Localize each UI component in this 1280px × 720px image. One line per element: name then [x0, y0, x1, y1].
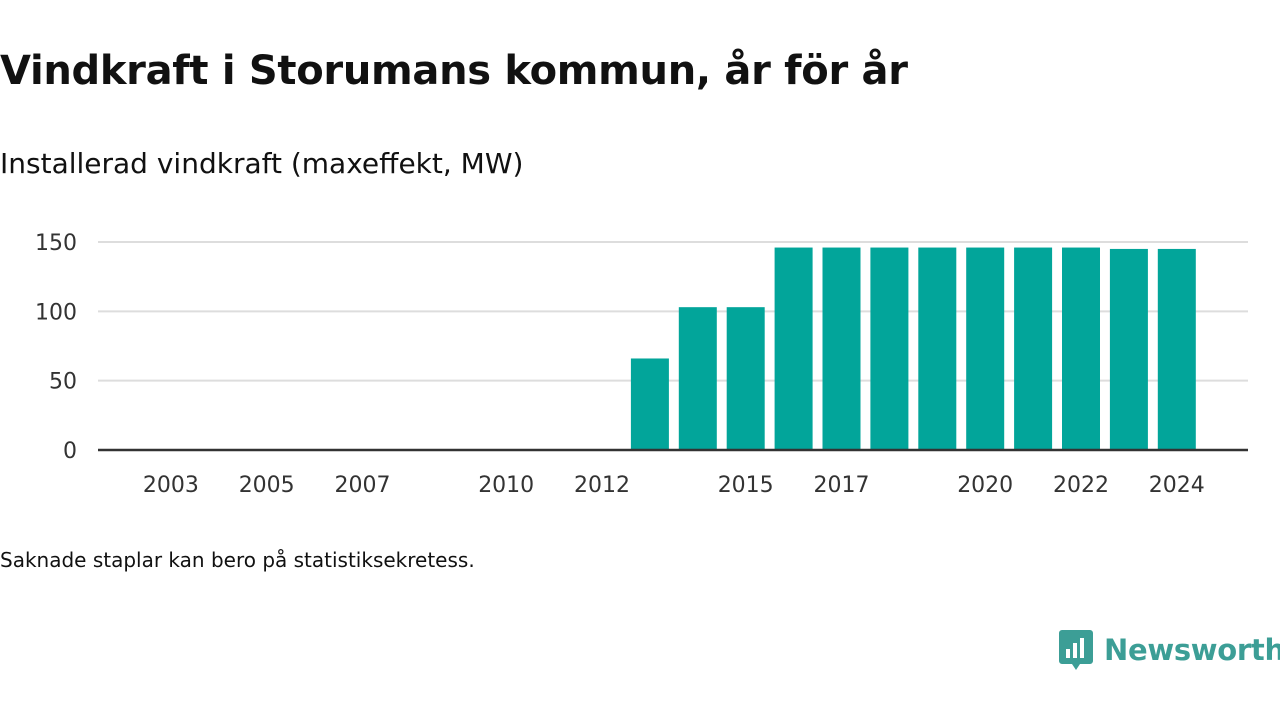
x-tick-label: 2024 — [1149, 473, 1205, 498]
x-tick-label: 2017 — [814, 473, 870, 498]
bar-2020 — [966, 247, 1005, 450]
bar-2023 — [1109, 248, 1148, 450]
bar-2017 — [822, 247, 861, 450]
y-tick-label: 0 — [63, 439, 77, 464]
x-tick-label: 2005 — [239, 473, 295, 498]
bar-2016 — [774, 247, 813, 450]
bar-2022 — [1062, 247, 1100, 450]
bar-2014 — [678, 307, 717, 450]
y-tick-label: 150 — [35, 231, 77, 256]
x-tick-label: 2012 — [574, 473, 630, 498]
bar-2019 — [918, 247, 957, 450]
brand-logo: Newsworthy — [1058, 628, 1280, 672]
bar-2021 — [1014, 247, 1053, 450]
newsworthy-logo-icon — [1059, 630, 1093, 670]
y-tick-label: 50 — [49, 370, 77, 395]
bar-2024 — [1157, 248, 1196, 450]
x-tick-label: 2020 — [957, 473, 1013, 498]
bar-chart: 0 50 100 150 2003 2005 2007 2010 2012 2015 2017 202… — [35, 231, 1248, 498]
x-tick-label: 2003 — [143, 473, 199, 498]
x-tick-label: 2015 — [718, 473, 774, 498]
x-tick-label: 2022 — [1053, 473, 1109, 498]
chart-title: Vindkraft i Storumans kommun, år för år — [0, 48, 908, 94]
bar-2015 — [726, 307, 765, 450]
chart-subtitle: Installerad vindkraft (maxeffekt, MW) — [0, 147, 524, 180]
bar-2018 — [870, 247, 909, 450]
brand-name: Newsworthy — [1104, 633, 1280, 667]
footnote: Saknade staplar kan bero på statistiksek… — [0, 548, 475, 572]
x-tick-label: 2007 — [335, 473, 391, 498]
x-tick-label: 2010 — [478, 473, 534, 498]
bar-2013 — [630, 358, 669, 450]
y-tick-label: 100 — [35, 300, 77, 325]
